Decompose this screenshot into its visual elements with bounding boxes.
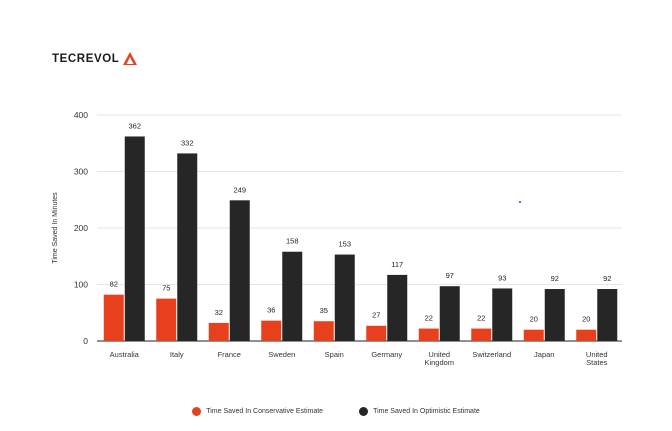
triangle-logo-icon	[123, 52, 138, 65]
data-label-conservative: 35	[320, 306, 328, 315]
x-tick-label: United	[586, 350, 608, 359]
legend-swatch-optimistic	[359, 407, 369, 416]
data-label-optimistic: 92	[551, 274, 559, 283]
x-tick-label: Germany	[371, 350, 402, 359]
legend-swatch-conservative	[192, 407, 202, 416]
x-tick-label: Italy	[170, 350, 184, 359]
data-label-optimistic: 117	[391, 260, 403, 269]
data-label-conservative: 36	[267, 306, 275, 315]
stray-dot	[519, 201, 521, 203]
data-label-conservative: 22	[477, 314, 485, 323]
legend-label-optimistic: Time Saved In Optimistic Estimate	[373, 408, 480, 415]
y-tick-label: 0	[83, 336, 88, 346]
data-label-conservative: 82	[110, 280, 118, 289]
data-label-conservative: 32	[215, 308, 223, 317]
data-label-conservative: 27	[372, 311, 380, 320]
legend-item-optimistic: Time Saved In Optimistic Estimate	[359, 407, 480, 416]
x-tick-label: Kingdom	[424, 358, 454, 367]
bar-conservative	[103, 294, 124, 341]
y-tick-label: 300	[74, 167, 88, 177]
data-label-optimistic: 332	[181, 138, 194, 147]
x-tick-label: Japan	[534, 350, 554, 359]
bar-conservative	[471, 328, 492, 341]
brand-logo: TECREVOL	[52, 52, 138, 65]
y-tick-label: 200	[74, 223, 88, 233]
y-tick-label: 100	[74, 280, 88, 290]
bar-optimistic	[124, 136, 145, 341]
x-tick-label: France	[218, 350, 241, 359]
bar-optimistic	[597, 289, 618, 341]
data-label-conservative: 22	[425, 314, 433, 323]
data-label-conservative: 20	[530, 315, 538, 324]
bar-optimistic	[282, 251, 303, 341]
bar-optimistic	[177, 153, 198, 341]
x-tick-label: United	[428, 350, 450, 359]
bar-conservative	[156, 298, 177, 341]
chart-legend: Time Saved In Conservative Estimate Time…	[0, 407, 672, 416]
bar-optimistic	[387, 274, 408, 341]
legend-label-conservative: Time Saved In Conservative Estimate	[206, 408, 324, 415]
bar-optimistic	[492, 288, 513, 341]
x-tick-label: Spain	[325, 350, 344, 359]
data-label-optimistic: 158	[286, 237, 299, 246]
data-label-optimistic: 97	[446, 271, 454, 280]
y-tick-label: 400	[74, 110, 88, 120]
x-tick-label: Switzerland	[472, 350, 511, 359]
data-label-optimistic: 92	[603, 274, 611, 283]
bar-conservative	[523, 329, 544, 341]
bar-optimistic	[439, 286, 460, 341]
y-axis-label: Time Saved In Minutes	[52, 192, 59, 264]
bar-optimistic	[544, 289, 565, 341]
legend-item-conservative: Time Saved In Conservative Estimate	[192, 407, 323, 416]
data-label-optimistic: 249	[233, 185, 246, 194]
brand-name: TECREVOL	[52, 52, 120, 65]
bar-conservative	[208, 322, 229, 341]
bar-optimistic	[334, 254, 355, 341]
x-tick-label: States	[586, 358, 608, 367]
bar-conservative	[418, 328, 439, 341]
bar-optimistic	[229, 200, 250, 341]
data-label-conservative: 20	[582, 315, 590, 324]
x-tick-label: Australia	[110, 350, 140, 359]
bar-conservative	[261, 320, 282, 341]
x-tick-label: Sweden	[268, 350, 295, 359]
data-label-optimistic: 153	[338, 240, 351, 249]
bar-conservative	[366, 325, 387, 341]
data-label-optimistic: 93	[498, 273, 506, 282]
data-label-conservative: 75	[162, 284, 170, 293]
bar-conservative	[313, 321, 334, 341]
data-label-optimistic: 362	[128, 121, 141, 130]
bar-conservative	[576, 329, 597, 341]
